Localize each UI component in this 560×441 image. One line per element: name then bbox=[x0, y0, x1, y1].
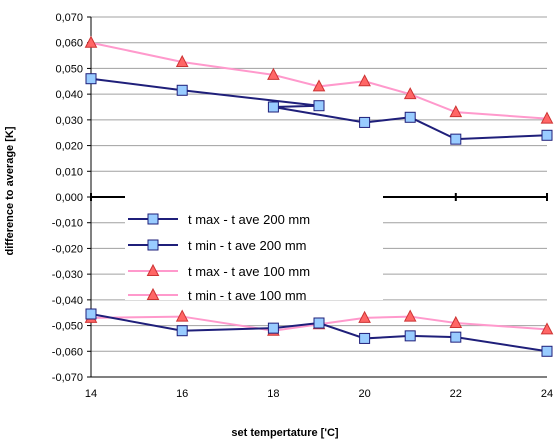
data-point bbox=[175, 309, 189, 322]
data-point bbox=[359, 332, 371, 344]
series-line bbox=[90, 315, 548, 332]
y-tick-label: 0,050 bbox=[55, 63, 83, 75]
x-tick-label: 14 bbox=[85, 388, 97, 400]
x-tick-label: 18 bbox=[267, 388, 279, 400]
data-point bbox=[540, 322, 554, 335]
data-series bbox=[84, 35, 554, 357]
series-line bbox=[90, 41, 548, 120]
y-tick-label: 0,030 bbox=[55, 115, 83, 127]
data-point bbox=[313, 100, 325, 112]
data-point bbox=[403, 309, 417, 322]
data-point bbox=[84, 35, 98, 48]
series-1 bbox=[85, 73, 553, 145]
legend-entry: t min - t ave 200 mm bbox=[128, 238, 306, 253]
legend-entry: t max - t ave 100 mm bbox=[128, 263, 310, 279]
legend-label: t max - t ave 100 mm bbox=[188, 264, 310, 279]
legend-box bbox=[125, 187, 383, 300]
y-tick-label: 0,040 bbox=[55, 89, 83, 101]
data-point bbox=[449, 105, 463, 118]
data-point bbox=[312, 79, 326, 92]
y-tick-label: -0,040 bbox=[52, 295, 83, 307]
y-tick-label: 0,060 bbox=[55, 38, 83, 50]
y-tick-label: 0,020 bbox=[55, 141, 83, 153]
x-tick-label: 20 bbox=[358, 388, 370, 400]
series-3 bbox=[84, 35, 554, 124]
y-tick-label: -0,060 bbox=[52, 346, 83, 358]
x-axis-title: set tempertature ['C] bbox=[231, 427, 338, 439]
data-point bbox=[358, 310, 371, 323]
series-line bbox=[90, 313, 548, 353]
legend-entry: t max - t ave 200 mm bbox=[128, 212, 310, 227]
data-point bbox=[267, 101, 279, 113]
data-point bbox=[176, 84, 188, 96]
data-point bbox=[267, 67, 280, 80]
data-point bbox=[359, 116, 371, 128]
data-point bbox=[176, 325, 188, 337]
data-point bbox=[541, 129, 553, 141]
y-tick-label: -0,030 bbox=[52, 269, 83, 281]
y-tick-label: -0,020 bbox=[52, 243, 83, 255]
data-point bbox=[313, 317, 325, 329]
data-point bbox=[85, 308, 97, 320]
data-point bbox=[541, 345, 553, 357]
y-axis-title: difference to average [K] bbox=[4, 126, 16, 255]
data-point bbox=[147, 239, 159, 251]
legend-label: t min - t ave 200 mm bbox=[188, 238, 306, 253]
legend: t max - t ave 200 mm t min - t ave 200 mm… bbox=[125, 187, 383, 303]
data-point bbox=[404, 111, 416, 123]
x-tick-label: 24 bbox=[541, 388, 553, 400]
y-tick-label: 0,000 bbox=[55, 192, 83, 204]
data-point bbox=[403, 87, 417, 100]
data-point bbox=[267, 322, 279, 334]
legend-label: t max - t ave 200 mm bbox=[188, 212, 310, 227]
data-point bbox=[450, 133, 462, 145]
data-point bbox=[147, 213, 159, 225]
legend-label: t min - t ave 100 mm bbox=[188, 288, 306, 303]
data-point bbox=[404, 330, 416, 342]
data-point bbox=[449, 315, 463, 328]
data-point bbox=[146, 287, 160, 300]
y-tick-label: -0,050 bbox=[52, 321, 83, 333]
data-point bbox=[540, 111, 554, 124]
x-tick-label: 16 bbox=[176, 388, 188, 400]
legend-entry: t min - t ave 100 mm bbox=[128, 287, 306, 303]
x-tick-label: 22 bbox=[450, 388, 462, 400]
data-point bbox=[450, 331, 462, 343]
data-point bbox=[175, 54, 189, 67]
y-tick-label: 0,070 bbox=[55, 12, 83, 24]
series-line bbox=[90, 77, 548, 141]
data-point bbox=[358, 74, 371, 87]
data-point bbox=[146, 263, 160, 276]
y-tick-label: 0,010 bbox=[55, 166, 83, 178]
y-tick-label: -0,010 bbox=[52, 218, 83, 230]
series-2 bbox=[85, 308, 553, 357]
y-tick-label: -0,070 bbox=[52, 372, 83, 384]
data-point bbox=[85, 73, 97, 85]
